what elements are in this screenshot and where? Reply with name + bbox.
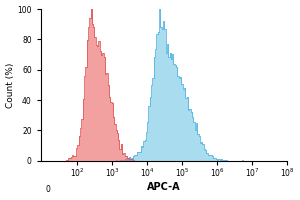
X-axis label: APC-A: APC-A bbox=[147, 182, 181, 192]
Y-axis label: Count (%): Count (%) bbox=[6, 62, 15, 108]
Text: 0: 0 bbox=[46, 185, 51, 194]
